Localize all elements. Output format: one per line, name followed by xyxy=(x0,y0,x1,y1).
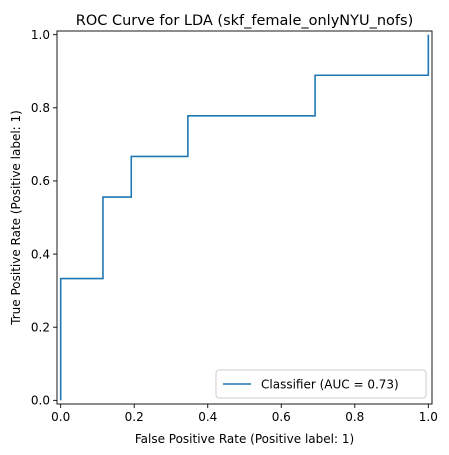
x-axis-ticks: 0.0 0.2 0.4 0.6 0.8 1.0 xyxy=(51,404,438,424)
y-tick-label: 0.6 xyxy=(31,174,50,188)
x-tick-label: 0.6 xyxy=(272,410,291,424)
x-axis-title: False Positive Rate (Positive label: 1) xyxy=(135,432,354,446)
y-tick-label: 0.0 xyxy=(31,394,50,408)
y-axis-title: True Positive Rate (Positive label: 1) xyxy=(9,110,23,326)
x-tick-label: 0.4 xyxy=(198,410,217,424)
plot-area xyxy=(56,30,433,405)
x-tick-label: 0.2 xyxy=(125,410,144,424)
axes-frame xyxy=(56,30,433,405)
series-line-0 xyxy=(59,34,430,401)
y-tick-label: 0.2 xyxy=(31,321,50,335)
y-tick-label: 0.4 xyxy=(31,247,50,261)
x-tick-label: 0.8 xyxy=(345,410,364,424)
x-tick-label: 0.0 xyxy=(51,410,70,424)
legend-label: Classifier (AUC = 0.73) xyxy=(261,377,399,391)
chart-title: ROC Curve for LDA (skf_female_onlyNYU_no… xyxy=(76,13,414,29)
legend: Classifier (AUC = 0.73) xyxy=(215,369,427,399)
y-tick-label: 1.0 xyxy=(31,28,50,42)
legend-box xyxy=(215,369,427,399)
x-tick-label: 1.0 xyxy=(419,410,438,424)
y-axis-ticks: 0.0 0.2 0.4 0.6 0.8 1.0 xyxy=(31,28,57,408)
y-tick-label: 0.8 xyxy=(31,101,50,115)
